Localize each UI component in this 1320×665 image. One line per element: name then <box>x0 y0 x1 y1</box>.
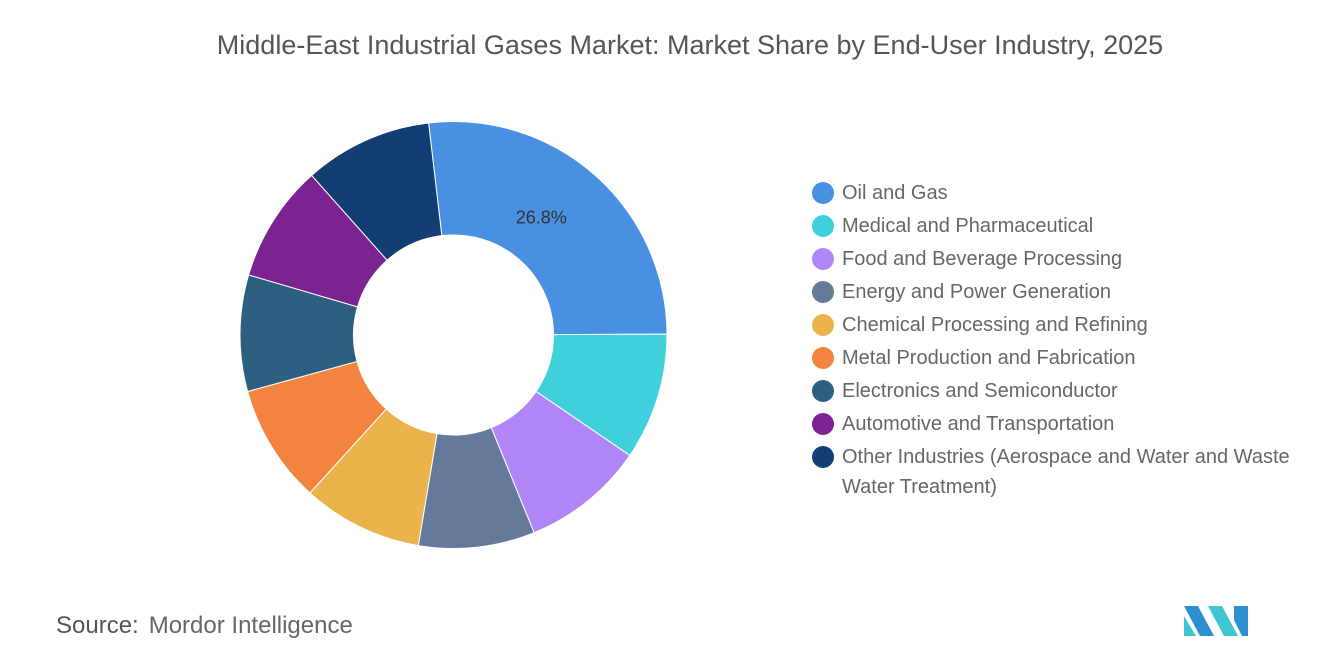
donut-slice-1 <box>428 121 668 336</box>
donut-chart: 26.8% <box>239 121 668 550</box>
legend-swatch-icon <box>812 215 834 237</box>
legend-item: Electronics and Semiconductor <box>812 376 1292 406</box>
legend-swatch-icon <box>812 380 834 402</box>
legend-item: Energy and Power Generation <box>812 277 1292 307</box>
donut-slice-9 <box>310 122 443 261</box>
chart-title: Middle-East Industrial Gases Market: Mar… <box>216 30 1164 60</box>
legend-swatch-icon <box>812 413 834 435</box>
legend-label: Electronics and Semiconductor <box>842 380 1118 402</box>
legend-label: Chemical Processing and Refining <box>842 314 1148 336</box>
legend-swatch-icon <box>812 248 834 270</box>
data-label: 26.8% <box>516 207 567 227</box>
legend-swatch-icon <box>812 314 834 336</box>
legend-item: Automotive and Transportation <box>812 409 1292 439</box>
legend-label: Food and Beverage Processing <box>842 248 1123 270</box>
legend-swatch-icon <box>812 281 834 303</box>
legend-label: Energy and Power Generation <box>842 281 1112 303</box>
legend-item: Medical and Pharmaceutical <box>812 211 1292 241</box>
source-label: Source: <box>56 612 139 639</box>
source-value: Mordor Intelligence <box>148 612 353 639</box>
legend-label: Oil and Gas <box>842 182 948 204</box>
legend-item: Other Industries (Aerospace and Water an… <box>812 442 1292 502</box>
legend-label: Metal Production and Fabrication <box>842 347 1136 369</box>
legend: Oil and Gas Medical and Pharmaceutical Foo… <box>812 178 1292 505</box>
legend-label: Medical and Pharmaceutical <box>842 215 1094 237</box>
source-note: Source: Mordor Intelligence <box>56 612 353 640</box>
legend-label: Automotive and Transportation <box>842 413 1115 435</box>
legend-label: Other Industries (Aerospace and Water an… <box>842 446 1290 498</box>
legend-swatch-icon <box>812 347 834 369</box>
legend-item: Metal Production and Fabrication <box>812 343 1292 373</box>
mordor-intelligence-logo <box>1184 606 1248 636</box>
legend-item: Oil and Gas <box>812 178 1292 208</box>
legend-item: Food and Beverage Processing <box>812 244 1292 274</box>
legend-swatch-icon <box>812 182 834 204</box>
legend-item: Chemical Processing and Refining <box>812 310 1292 340</box>
legend-swatch-icon <box>812 446 834 468</box>
